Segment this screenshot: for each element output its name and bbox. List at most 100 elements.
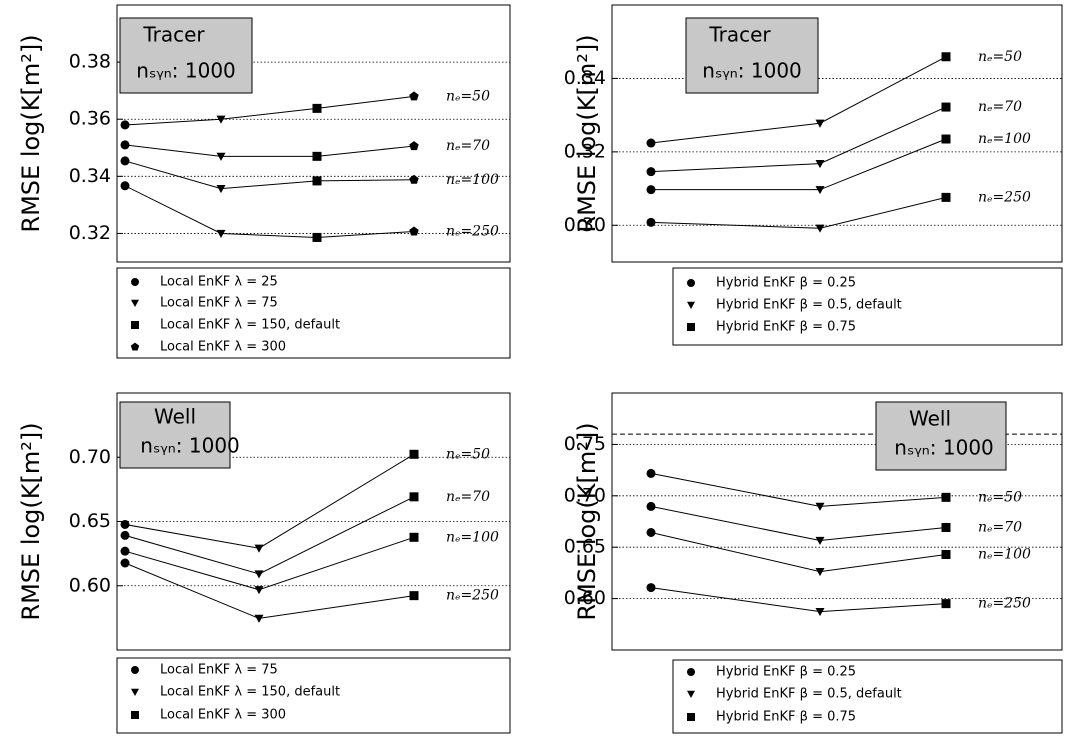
y-axis-label: RMSE log(K[m²])	[17, 422, 45, 620]
marker	[687, 690, 695, 698]
marker	[409, 141, 419, 151]
marker	[216, 229, 226, 238]
series-line	[124, 562, 415, 619]
marker	[131, 278, 139, 286]
legend-box	[116, 267, 511, 359]
marker	[815, 119, 825, 128]
marker	[646, 468, 656, 478]
marker	[815, 536, 825, 546]
series-line	[124, 536, 415, 591]
legend-label: Local EnKF λ = 300	[160, 708, 286, 723]
marker	[815, 224, 825, 233]
marker	[409, 226, 419, 236]
y-tick-label: 0.34	[564, 67, 606, 89]
marker	[131, 688, 139, 696]
marker	[646, 167, 656, 177]
series-line	[124, 160, 415, 190]
legend-label: Hybrid EnKF β = 0.75	[716, 320, 856, 335]
chart-subtitle: nₛᵧₙ: 1000	[702, 59, 802, 83]
marker	[646, 583, 656, 593]
legend-box	[672, 659, 1063, 734]
legend-label: Hybrid EnKF β = 0.25	[716, 276, 856, 291]
marker	[120, 120, 130, 130]
chart-title: Tracer	[708, 23, 771, 47]
marker	[312, 151, 322, 161]
marker	[312, 232, 322, 242]
marker	[646, 527, 656, 537]
chart-title: Tracer	[142, 23, 205, 47]
series-line	[650, 505, 947, 542]
marker	[646, 185, 656, 195]
plot-frame	[116, 4, 511, 263]
marker	[941, 492, 951, 502]
series-line	[124, 144, 415, 157]
marker	[941, 549, 951, 559]
y-tick-label: 0.30	[564, 214, 606, 236]
series-line	[650, 472, 947, 507]
marker	[409, 91, 419, 101]
marker	[312, 176, 322, 186]
chart-subtitle: nₛᵧₙ: 1000	[140, 434, 240, 458]
y-tick-label: 0.75	[564, 433, 606, 455]
legend-box	[116, 657, 511, 734]
chart-subtitle: nₛᵧₙ: 1000	[136, 59, 236, 83]
legend-label: Hybrid EnKF β = 0.5, default	[716, 298, 902, 313]
marker	[409, 449, 419, 459]
marker	[120, 530, 130, 540]
title-box	[685, 17, 819, 94]
marker	[254, 586, 264, 595]
marker	[941, 134, 951, 144]
series-label: nₑ=100	[978, 131, 1031, 147]
y-tick-label: 0.32	[69, 222, 111, 244]
marker	[687, 279, 695, 287]
legend-label: Local EnKF λ = 75	[160, 663, 278, 678]
marker	[254, 614, 264, 623]
series-line	[124, 185, 415, 238]
marker	[646, 217, 656, 227]
marker	[941, 599, 951, 609]
plot-frame	[116, 392, 511, 651]
marker	[254, 570, 264, 579]
marker	[941, 522, 951, 532]
marker	[941, 102, 951, 112]
marker	[312, 103, 322, 113]
marker	[120, 181, 130, 191]
series-label: nₑ=50	[978, 49, 1022, 65]
chart-title: Well	[909, 407, 951, 431]
legend-label: Hybrid EnKF β = 0.25	[716, 665, 856, 680]
series-line	[650, 106, 947, 173]
marker	[254, 544, 264, 553]
marker	[646, 501, 656, 511]
marker	[131, 299, 139, 307]
y-tick-label: 0.65	[564, 536, 606, 558]
y-axis-label: RMSE log(K[m²])	[17, 34, 45, 232]
legend-label: Local EnKF λ = 25	[160, 275, 278, 290]
marker	[131, 711, 139, 719]
marker	[687, 713, 695, 721]
marker	[646, 138, 656, 148]
y-tick-label: 0.34	[69, 165, 111, 187]
legend-label: Hybrid EnKF β = 0.75	[716, 710, 856, 725]
marker	[815, 186, 825, 195]
series-line	[650, 196, 947, 229]
marker	[815, 502, 825, 511]
legend-label: Local EnKF λ = 300	[160, 340, 286, 355]
marker	[216, 185, 226, 194]
y-tick-label: 0.70	[564, 484, 606, 506]
marker	[687, 668, 695, 676]
series-label: nₑ=100	[978, 546, 1031, 562]
marker	[120, 140, 130, 150]
marker	[409, 174, 419, 184]
marker	[120, 156, 130, 166]
marker	[131, 666, 139, 674]
marker	[687, 323, 695, 331]
marker	[216, 115, 226, 124]
series-label: nₑ=70	[978, 99, 1022, 115]
y-tick-label: 0.70	[69, 446, 111, 468]
chart-subtitle: nₛᵧₙ: 1000	[894, 436, 994, 460]
marker	[120, 519, 130, 529]
marker	[120, 558, 130, 568]
series-label: nₑ=100	[446, 529, 499, 545]
legend-label: Local EnKF λ = 150, default	[160, 685, 340, 700]
